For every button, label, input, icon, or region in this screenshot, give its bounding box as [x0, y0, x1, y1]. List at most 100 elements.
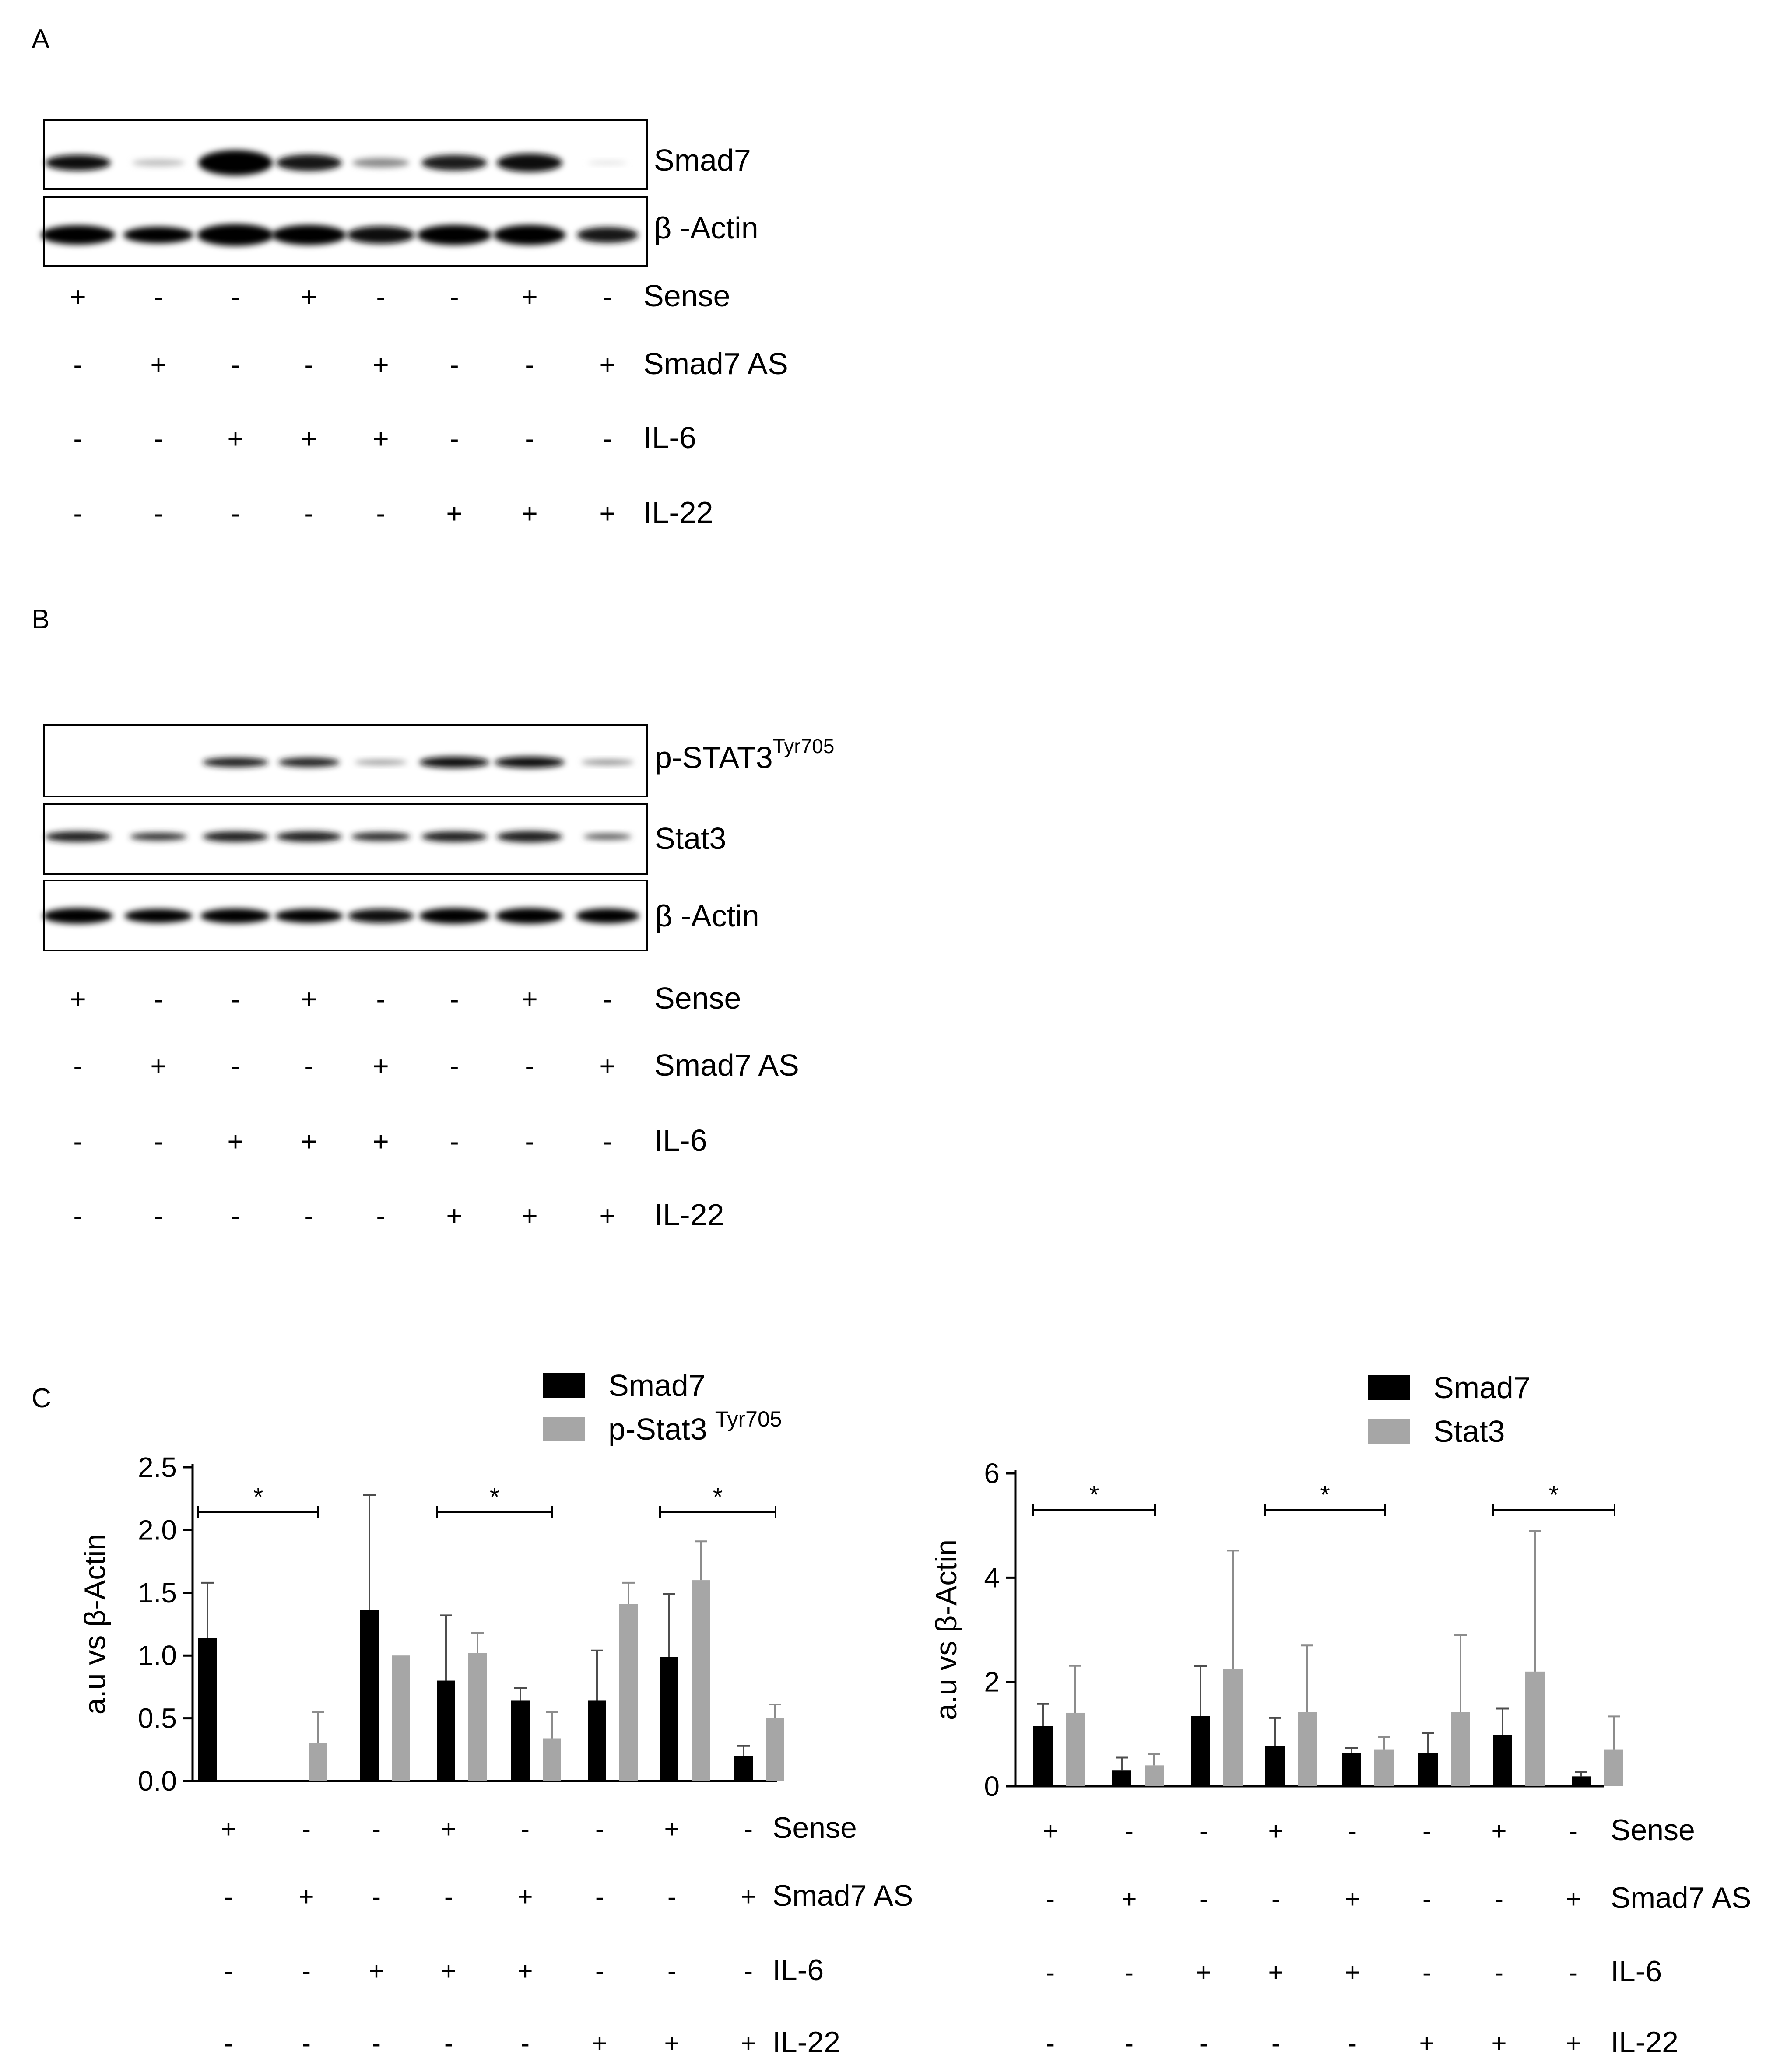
condition-sign: - — [231, 1200, 240, 1231]
band — [583, 834, 632, 840]
condition-sign: - — [376, 983, 385, 1015]
band — [493, 225, 566, 245]
actin-bands — [41, 224, 638, 246]
blot-label-smad7-a: Smad7 — [654, 143, 751, 177]
panel-b-blots: p-STAT3Tyr705 Stat3 β -Actin — [43, 724, 834, 951]
band — [497, 831, 562, 842]
blot-smad7-a — [43, 119, 648, 190]
condition-sign: - — [73, 349, 82, 380]
band — [198, 150, 273, 175]
bar — [437, 1680, 455, 1781]
panel-b-letter: B — [32, 604, 49, 635]
condition-sign: - — [667, 1956, 676, 1986]
significance-star: * — [1320, 1481, 1330, 1509]
bar — [468, 1653, 487, 1781]
condition-sign: - — [1348, 2029, 1357, 2058]
band — [419, 757, 489, 768]
condition-sign: + — [70, 983, 86, 1015]
condition-sign: + — [599, 349, 615, 380]
band — [355, 760, 407, 765]
condition-sign: - — [224, 1956, 233, 1986]
condition-sign: - — [449, 1125, 459, 1157]
condition-sign: - — [603, 983, 612, 1015]
condition-sign: + — [599, 498, 615, 529]
y-axis-label: a.u vs β-Actin — [930, 1539, 963, 1720]
panel-b-conditions: + - - + - - + - Sense - + - - + - - + Smad7 AS - - + + + - - - IL-… — [70, 981, 799, 1232]
condition-sign: - — [1422, 1816, 1431, 1846]
condition-sign: + — [227, 423, 243, 454]
condition-sign: - — [154, 498, 163, 529]
panel-a-blots: Smad7 β -Actin — [41, 119, 758, 267]
condition-sign: - — [521, 2029, 530, 2058]
pstat3-bands — [203, 757, 634, 768]
condition-sign: - — [1348, 1816, 1357, 1846]
condition-sign: - — [449, 1050, 459, 1082]
condition-sign: - — [1046, 1958, 1055, 1987]
bar — [766, 1718, 784, 1781]
bar — [660, 1657, 678, 1781]
condition-sign: - — [302, 1956, 311, 1986]
y-axis-label: a.u vs β-Actin — [78, 1534, 112, 1714]
condition-sign: + — [592, 2029, 607, 2058]
condition-sign: + — [1268, 1816, 1283, 1846]
condition-label: IL-6 — [654, 1123, 707, 1157]
condition-sign: - — [376, 1200, 385, 1231]
condition-sign: + — [1345, 1884, 1360, 1914]
bar — [1191, 1716, 1210, 1786]
condition-sign: - — [525, 1125, 534, 1157]
y-tick-label: 1.5 — [138, 1577, 177, 1609]
band — [581, 760, 634, 765]
condition-sign: + — [1491, 1816, 1506, 1846]
legend-label: Stat3 — [1433, 1414, 1505, 1448]
condition-sign: - — [372, 2029, 381, 2058]
condition-sign: - — [372, 1882, 381, 1911]
band — [41, 225, 115, 245]
bar — [1112, 1770, 1131, 1786]
y-tick-label: 2 — [984, 1666, 1000, 1698]
blot-label-stat3-b: Stat3 — [655, 821, 726, 855]
condition-sign: - — [603, 281, 612, 312]
legend-label: p-Stat3 Tyr705 — [608, 1407, 782, 1446]
blot-label-pstat3-b: p-STAT3Tyr705 — [655, 735, 834, 775]
significance-star: * — [713, 1483, 723, 1511]
y-tick-label: 6 — [984, 1458, 1000, 1489]
bar — [1145, 1765, 1164, 1786]
condition-sign: + — [1043, 1816, 1058, 1846]
condition-sign: - — [73, 498, 82, 529]
condition-sign: - — [154, 281, 163, 312]
condition-sign: + — [150, 349, 166, 380]
condition-label: IL-22 — [654, 1198, 724, 1232]
condition-label: Smad7 AS — [643, 347, 788, 381]
band — [421, 831, 487, 842]
condition-sign: - — [1495, 1884, 1503, 1914]
condition-sign: - — [1125, 1816, 1134, 1846]
condition-sign: - — [449, 423, 459, 454]
y-tick-label: 4 — [984, 1562, 1000, 1593]
condition-sign: - — [744, 1956, 753, 1986]
condition-sign: - — [154, 423, 163, 454]
bar — [1265, 1746, 1285, 1786]
bar — [1223, 1669, 1243, 1786]
panel-c-letter: C — [32, 1383, 51, 1413]
band — [576, 908, 639, 923]
condition-sign: + — [1345, 1958, 1360, 1987]
condition-sign: - — [224, 1882, 233, 1911]
condition-label: Sense — [643, 279, 730, 313]
band — [272, 225, 346, 245]
condition-sign: + — [1491, 2029, 1506, 2058]
condition-sign: - — [231, 983, 240, 1015]
condition-sign: + — [441, 1956, 456, 1986]
condition-sign: - — [231, 349, 240, 380]
bar — [619, 1604, 638, 1781]
condition-sign: + — [664, 1814, 679, 1844]
condition-sign: - — [224, 2029, 233, 2058]
band — [348, 909, 414, 923]
chart-smad7-stat3: 0 2 4 6 a.u vs β-Actin * * * Smad7 Stat3 — [930, 1371, 1623, 1802]
condition-sign: + — [369, 1956, 384, 1986]
condition-label: IL-6 — [1611, 1955, 1662, 1988]
y-tick-label: 2.5 — [138, 1451, 177, 1483]
condition-sign: + — [741, 1882, 756, 1911]
chart-smad7-pstat3: 0.0 0.5 1.0 1.5 2.0 2.5 a.u vs β-Actin * * * Smad7… — [78, 1368, 784, 1797]
band — [495, 908, 564, 924]
